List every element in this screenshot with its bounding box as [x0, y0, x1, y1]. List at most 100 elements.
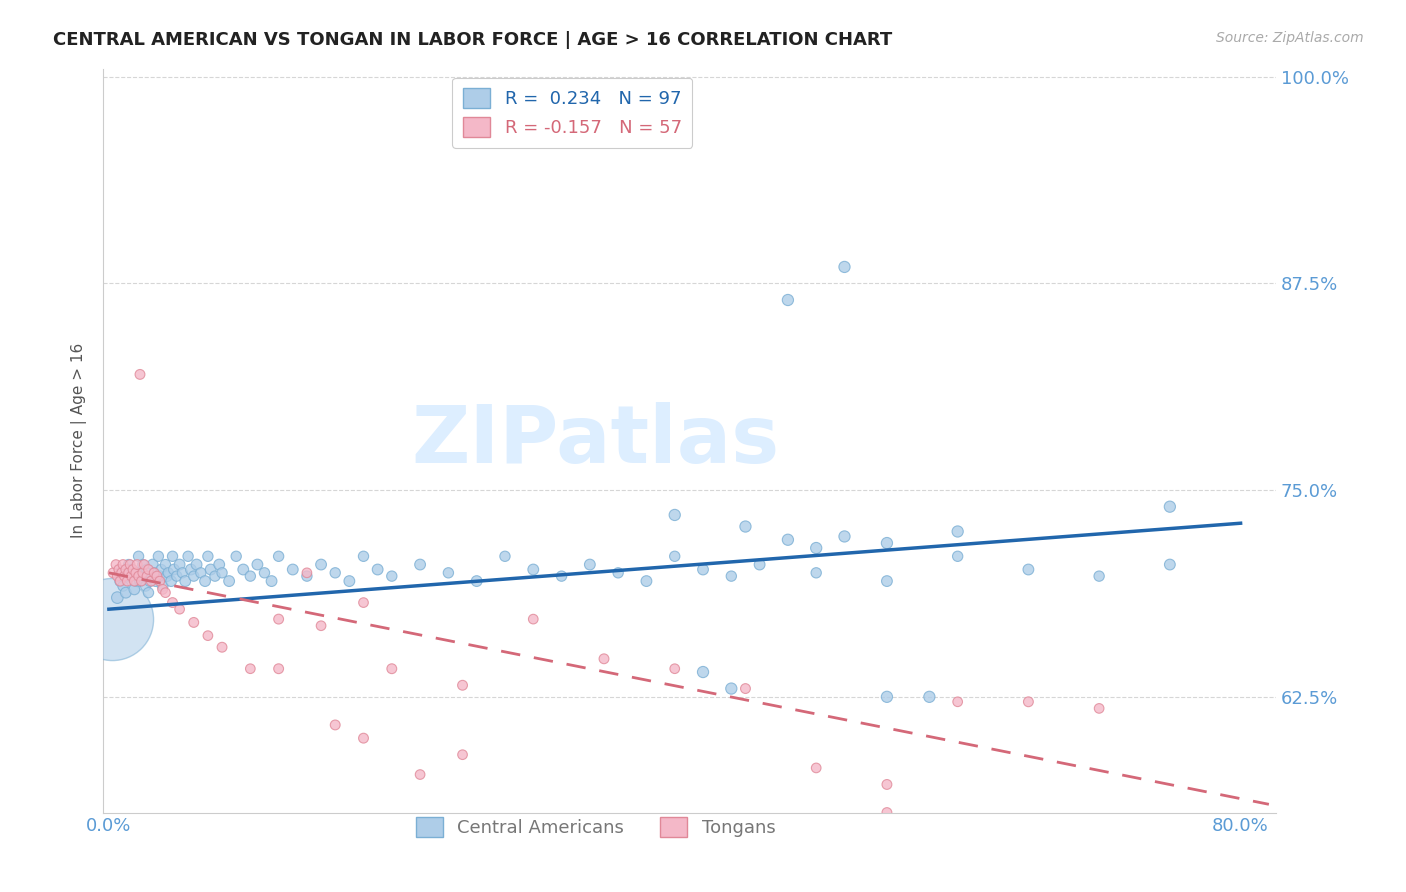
Point	[132, 566, 155, 580]
Point	[128, 569, 150, 583]
Point	[239, 569, 262, 583]
Point	[160, 574, 183, 588]
Y-axis label: In Labor Force | Age > 16: In Labor Force | Age > 16	[72, 343, 87, 538]
Point	[110, 566, 132, 580]
Point	[253, 566, 276, 580]
Point	[946, 695, 969, 709]
Point	[129, 574, 152, 588]
Point	[451, 747, 474, 762]
Point	[138, 562, 160, 576]
Point	[131, 574, 153, 588]
Point	[636, 574, 658, 588]
Point	[876, 777, 898, 791]
Point	[156, 569, 179, 583]
Point	[267, 612, 290, 626]
Point	[100, 612, 122, 626]
Point	[183, 615, 205, 630]
Point	[121, 569, 143, 583]
Legend: Central Americans, Tongans: Central Americans, Tongans	[409, 810, 783, 845]
Point	[139, 574, 162, 588]
Point	[149, 574, 172, 588]
Point	[720, 569, 742, 583]
Point	[143, 566, 166, 580]
Point	[136, 569, 159, 583]
Point	[309, 618, 332, 632]
Point	[522, 562, 544, 576]
Point	[194, 574, 217, 588]
Point	[150, 562, 173, 576]
Point	[776, 293, 799, 307]
Point	[108, 574, 131, 588]
Point	[162, 549, 184, 564]
Text: Source: ZipAtlas.com: Source: ZipAtlas.com	[1216, 31, 1364, 45]
Point	[127, 558, 149, 572]
Point	[105, 591, 128, 605]
Point	[876, 536, 898, 550]
Point	[232, 562, 254, 576]
Point	[806, 541, 828, 555]
Point	[148, 549, 170, 564]
Point	[120, 558, 142, 572]
Point	[197, 629, 219, 643]
Point	[309, 558, 332, 572]
Point	[748, 558, 770, 572]
Point	[337, 574, 360, 588]
Point	[146, 569, 169, 583]
Point	[118, 566, 141, 580]
Point	[806, 566, 828, 580]
Point	[183, 569, 205, 583]
Point	[111, 579, 134, 593]
Point	[267, 549, 290, 564]
Point	[118, 558, 141, 572]
Point	[108, 574, 131, 588]
Point	[409, 558, 432, 572]
Point	[692, 665, 714, 679]
Point	[135, 579, 157, 593]
Point	[734, 519, 756, 533]
Point	[172, 566, 194, 580]
Point	[295, 566, 318, 580]
Point	[142, 558, 165, 572]
Point	[734, 681, 756, 696]
Point	[607, 566, 630, 580]
Point	[437, 566, 460, 580]
Point	[105, 569, 128, 583]
Point	[174, 574, 197, 588]
Point	[177, 549, 200, 564]
Point	[145, 574, 167, 588]
Point	[451, 678, 474, 692]
Point	[132, 558, 155, 572]
Point	[124, 574, 146, 588]
Point	[281, 562, 304, 576]
Point	[157, 566, 180, 580]
Point	[155, 585, 177, 599]
Point	[208, 558, 231, 572]
Point	[166, 569, 188, 583]
Point	[323, 718, 346, 732]
Point	[946, 549, 969, 564]
Point	[692, 562, 714, 576]
Point	[149, 569, 172, 583]
Point	[1159, 500, 1181, 514]
Point	[136, 562, 159, 576]
Point	[104, 558, 127, 572]
Point	[141, 569, 163, 583]
Point	[134, 558, 156, 572]
Point	[128, 549, 150, 564]
Point	[138, 585, 160, 599]
Point	[1159, 558, 1181, 572]
Point	[124, 582, 146, 597]
Point	[834, 260, 856, 274]
Point	[121, 562, 143, 576]
Point	[323, 566, 346, 580]
Point	[834, 529, 856, 543]
Text: ZIPatlas: ZIPatlas	[412, 401, 780, 480]
Point	[720, 681, 742, 696]
Point	[409, 767, 432, 781]
Point	[134, 569, 156, 583]
Point	[200, 562, 222, 576]
Point	[211, 566, 233, 580]
Point	[110, 566, 132, 580]
Point	[1017, 562, 1039, 576]
Point	[186, 558, 208, 572]
